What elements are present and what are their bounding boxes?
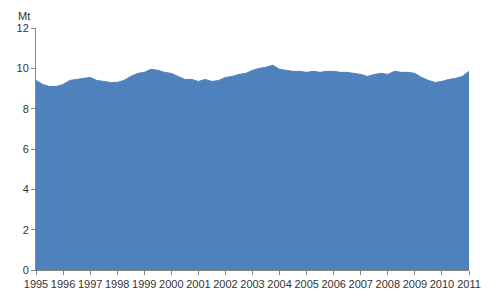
svg-text:0: 0 (23, 264, 29, 276)
svg-text:2004: 2004 (267, 278, 291, 290)
svg-text:1995: 1995 (24, 278, 48, 290)
svg-text:2007: 2007 (349, 278, 373, 290)
svg-text:2002: 2002 (213, 278, 237, 290)
svg-text:1998: 1998 (105, 278, 129, 290)
svg-text:2008: 2008 (376, 278, 400, 290)
svg-text:Mt: Mt (18, 10, 30, 22)
svg-text:1997: 1997 (78, 278, 102, 290)
svg-text:2011: 2011 (457, 278, 481, 290)
svg-text:2006: 2006 (321, 278, 345, 290)
svg-text:2: 2 (23, 224, 29, 236)
svg-text:2009: 2009 (403, 278, 427, 290)
svg-text:2000: 2000 (159, 278, 183, 290)
svg-text:6: 6 (23, 143, 29, 155)
svg-text:12: 12 (17, 22, 29, 34)
svg-text:4: 4 (23, 183, 29, 195)
svg-text:2005: 2005 (294, 278, 318, 290)
svg-text:2001: 2001 (186, 278, 210, 290)
svg-text:10: 10 (17, 62, 29, 74)
svg-text:2010: 2010 (430, 278, 454, 290)
svg-text:1999: 1999 (132, 278, 156, 290)
svg-text:2003: 2003 (240, 278, 264, 290)
svg-text:1996: 1996 (51, 278, 75, 290)
svg-text:8: 8 (23, 103, 29, 115)
